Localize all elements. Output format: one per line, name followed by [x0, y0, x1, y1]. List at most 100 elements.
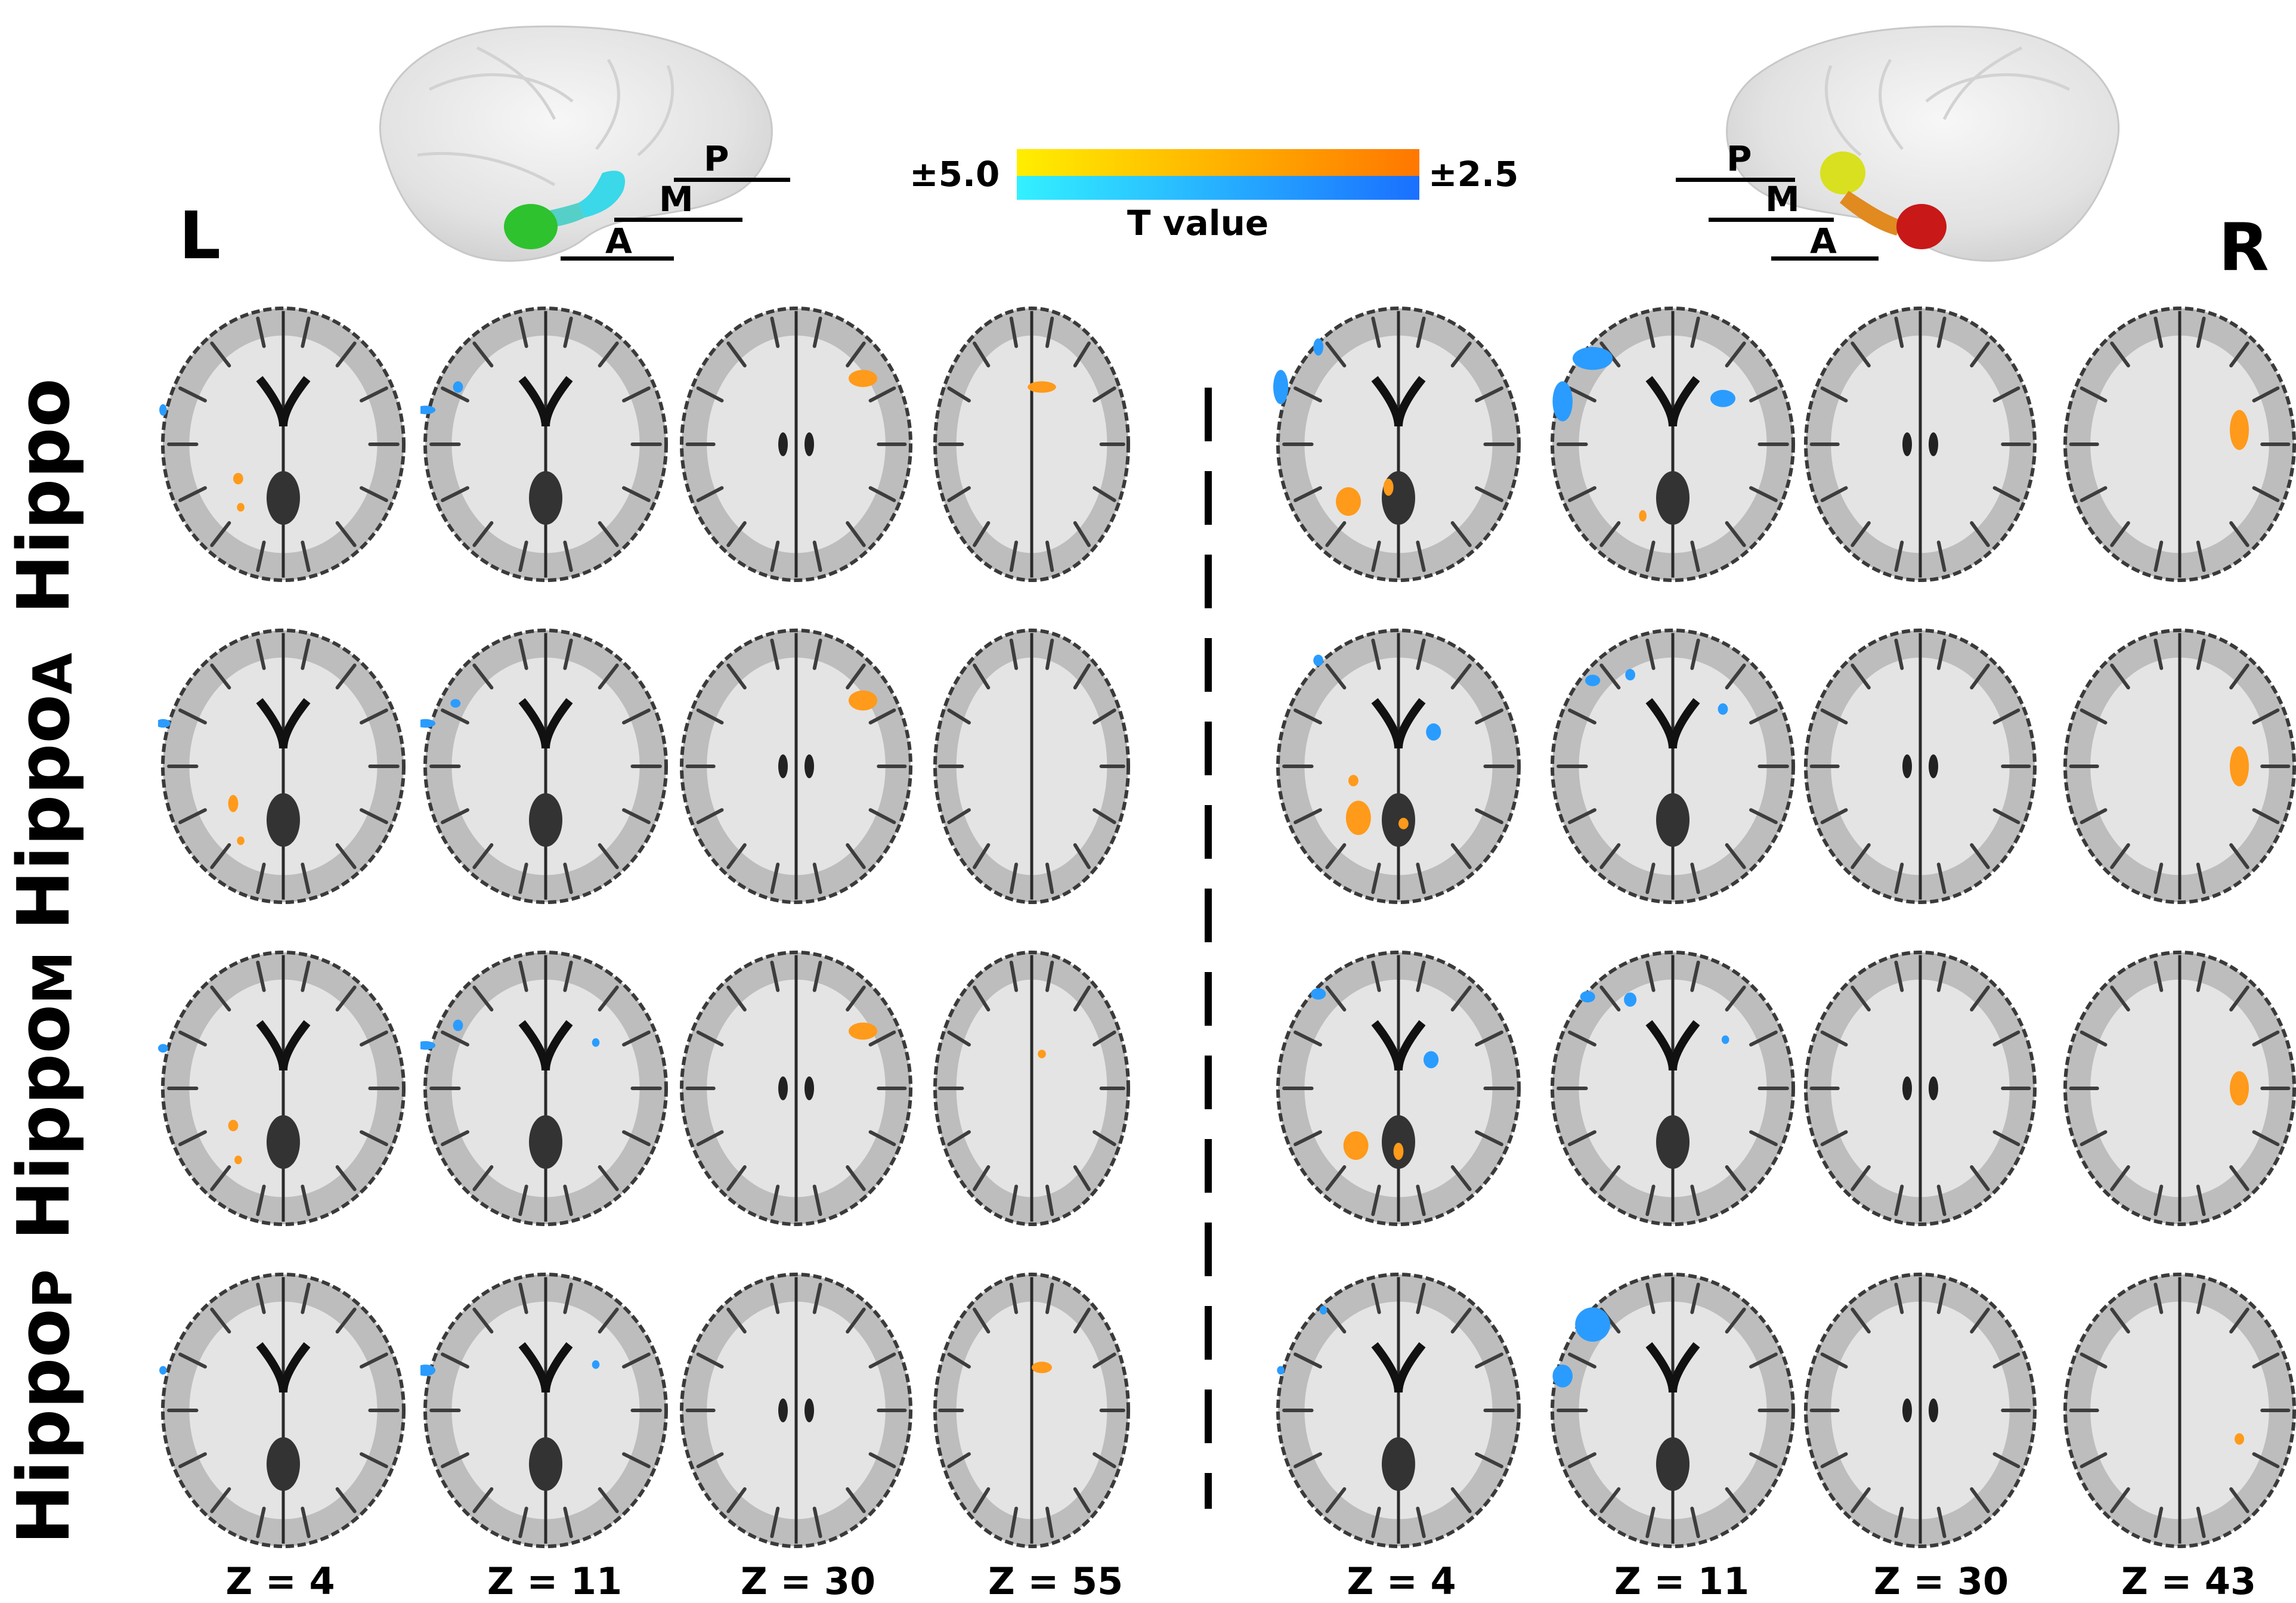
brain-slice	[420, 951, 668, 1226]
positive-cluster	[1028, 381, 1056, 393]
negative-cluster	[1710, 389, 1735, 407]
z-label-right-3: Z = 30	[1873, 1559, 2009, 1603]
positive-cluster	[849, 370, 877, 387]
positive-cluster	[1393, 1143, 1404, 1160]
negative-cluster	[1580, 991, 1595, 1002]
negative-cluster	[420, 406, 436, 414]
positive-cluster	[1336, 487, 1361, 516]
negative-cluster	[159, 1366, 167, 1375]
brain-slice	[680, 951, 912, 1226]
row-label-hippo: Hippo	[3, 378, 86, 614]
brain-slice	[1273, 307, 1521, 582]
positive-cluster	[1345, 800, 1371, 835]
positive-cluster	[1343, 1131, 1369, 1160]
negative-cluster	[1573, 346, 1613, 370]
right-m-line	[1709, 218, 1834, 222]
brain-slice	[1276, 629, 1521, 904]
left-m-label: M	[659, 179, 694, 219]
negative-cluster	[1718, 703, 1728, 715]
posterior-segment-r	[1820, 151, 1865, 194]
right-a-label: A	[1810, 221, 1837, 261]
positive-cluster	[2235, 1433, 2244, 1445]
positive-cluster	[2230, 746, 2249, 787]
brain-slice	[1804, 629, 2037, 904]
brain-slice	[159, 1273, 406, 1548]
z-label-right-2: Z = 11	[1614, 1559, 1750, 1603]
positive-cluster	[1348, 775, 1359, 787]
brain-slice	[2063, 951, 2296, 1226]
negative-cluster	[1625, 669, 1635, 680]
brain-slice	[680, 629, 912, 904]
negative-cluster	[1277, 1366, 1285, 1375]
brain-slice	[933, 951, 1130, 1226]
positive-cluster	[228, 1119, 239, 1131]
positive-cluster	[2230, 410, 2249, 450]
z-label-left-1: Z = 4	[225, 1559, 335, 1603]
right-a-line	[1771, 256, 1879, 261]
brain-slice	[158, 951, 406, 1226]
negative-cluster	[1552, 1364, 1573, 1388]
brain-slice	[680, 307, 912, 582]
brain-slice	[2063, 307, 2296, 582]
positive-cluster	[849, 1022, 877, 1040]
left-a-line	[561, 256, 674, 261]
negative-cluster	[1313, 654, 1323, 666]
brain-slice	[1551, 629, 1795, 904]
negative-cluster	[453, 1019, 463, 1031]
brain-slice	[1276, 951, 1521, 1226]
positive-cluster	[2230, 1071, 2249, 1106]
negative-cluster	[453, 381, 463, 393]
negative-cluster	[592, 1360, 600, 1369]
positive-cluster	[849, 690, 877, 711]
positive-cluster	[237, 836, 245, 845]
colorbar-min-label: ±2.5	[1428, 154, 1519, 194]
row-label-hippo-m: HippoM	[3, 951, 86, 1240]
right-p-label: P	[1726, 138, 1752, 179]
brain-slice	[420, 1273, 668, 1548]
brain-slice	[1804, 951, 2037, 1226]
left-a-label: A	[605, 221, 632, 261]
z-label-left-3: Z = 30	[740, 1559, 876, 1603]
z-label-left-2: Z = 11	[487, 1559, 623, 1603]
brain-slice	[159, 307, 406, 582]
brain-slice	[1804, 307, 2037, 582]
negative-cluster	[1585, 674, 1601, 686]
left-hemisphere-label: L	[179, 197, 221, 274]
colorbar-max-label: ±5.0	[909, 154, 1000, 194]
brain-slice	[158, 629, 406, 904]
posterior-segment	[578, 171, 626, 218]
brain-slice	[1551, 1273, 1795, 1548]
positive-cluster	[237, 503, 245, 512]
positive-cluster	[233, 473, 243, 485]
brain-slice	[933, 1273, 1130, 1548]
brain-slice	[420, 307, 668, 582]
brain-slice	[2063, 629, 2296, 904]
brain-slice	[680, 1273, 912, 1548]
right-m-label: M	[1765, 179, 1800, 219]
right-hemisphere-render	[1726, 25, 2119, 262]
negative-cluster	[1319, 1305, 1328, 1315]
negative-cluster	[1311, 988, 1326, 1000]
z-label-left-4: Z = 55	[988, 1559, 1124, 1603]
negative-cluster	[158, 1044, 168, 1053]
negative-cluster	[420, 1041, 436, 1050]
brain-slice	[933, 307, 1130, 582]
negative-cluster	[159, 404, 167, 416]
anterior-segment	[504, 204, 558, 249]
brain-slice	[1551, 951, 1795, 1226]
negative-cluster	[1313, 338, 1323, 356]
hemisphere-divider	[1205, 388, 1212, 1509]
z-label-right-1: Z = 4	[1347, 1559, 1456, 1603]
brain-slice	[1551, 307, 1795, 582]
negative-cluster	[158, 719, 171, 728]
z-label-right-4: Z = 43	[2121, 1559, 2257, 1603]
colorbar-cool	[1017, 176, 1419, 200]
brain-slice	[933, 629, 1130, 904]
negative-cluster	[1575, 1307, 1610, 1342]
anterior-segment-r	[1896, 204, 1947, 249]
left-hemisphere-render	[379, 25, 773, 262]
positive-cluster	[1383, 478, 1394, 496]
negative-cluster	[1424, 1051, 1439, 1069]
positive-cluster	[234, 1155, 242, 1165]
negative-cluster	[420, 1364, 436, 1376]
